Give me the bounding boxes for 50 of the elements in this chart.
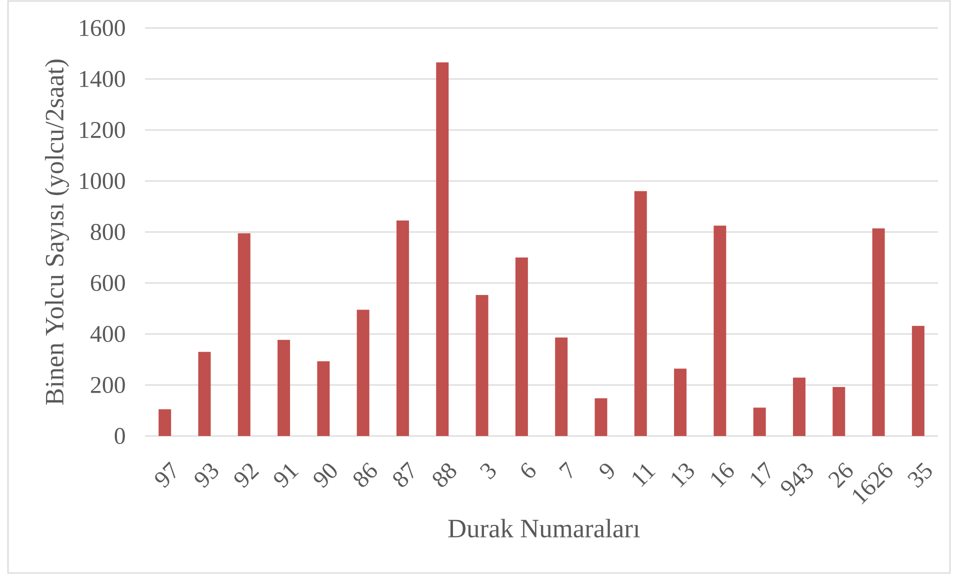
bar: [872, 228, 885, 436]
bar: [396, 220, 409, 436]
bar: [714, 226, 726, 436]
bar: [436, 62, 449, 436]
y-tick-label: 200: [90, 376, 125, 394]
x-tick-label: 97: [155, 461, 176, 488]
x-tick-label: 35: [908, 462, 932, 488]
x-tick-label: 3: [480, 464, 496, 480]
x-tick-label: 11: [632, 464, 656, 487]
x-tick-label: 87: [393, 461, 414, 487]
x-tick-label: 92: [234, 464, 260, 488]
x-axis-title: Durak Numaraları: [448, 518, 640, 538]
y-tick-label: 800: [90, 224, 125, 240]
x-tick-label: 90: [314, 464, 337, 488]
x-tick-label: 6: [521, 462, 536, 478]
bar: [832, 387, 846, 436]
bar: [317, 361, 330, 436]
bar: [476, 294, 488, 436]
x-tick-label: 93: [194, 464, 218, 488]
y-axis-title: Binen Yolcu Sayısı (yolcu/2saat): [44, 60, 70, 405]
x-tick-label: 9: [600, 464, 614, 480]
bar: [594, 398, 608, 436]
y-tick-label: 1400: [80, 70, 125, 88]
bar: [515, 257, 528, 436]
bar: [238, 233, 250, 436]
y-tick-label: 400: [90, 326, 125, 342]
x-tick-label: 26: [828, 462, 853, 488]
bar: [912, 326, 924, 436]
bar: [198, 352, 211, 436]
x-tick-label: 86: [354, 462, 377, 487]
x-tick-label: 16: [711, 462, 734, 488]
y-tick-label: 600: [90, 274, 125, 292]
bar: [158, 409, 172, 436]
bar: [753, 408, 766, 436]
x-tick-label: 13: [672, 464, 694, 488]
y-tick-label: 0: [114, 428, 125, 444]
bar: [278, 340, 290, 436]
bar: [634, 191, 647, 436]
x-tick-label: 7: [558, 461, 572, 479]
y-tick-label: 1600: [80, 20, 125, 36]
bar: [792, 378, 806, 436]
x-tick-label: 88: [432, 463, 456, 487]
x-tick-label: 943: [781, 464, 813, 496]
y-tick-label: 1000: [80, 172, 125, 190]
bar: [674, 368, 687, 436]
bar: [555, 338, 568, 436]
bar: [356, 310, 370, 436]
x-tick-label: 91: [274, 464, 299, 488]
x-tick-label: 17: [750, 462, 770, 488]
y-tick-label: 1200: [80, 122, 125, 138]
